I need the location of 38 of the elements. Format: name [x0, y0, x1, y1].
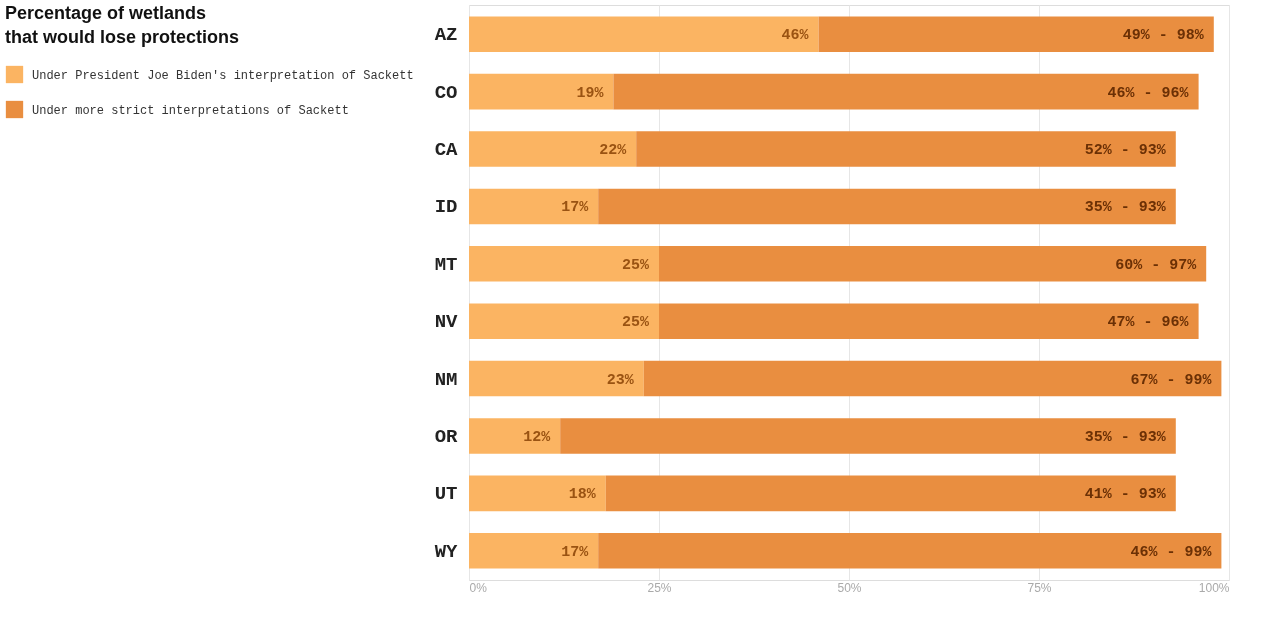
y-tick-label: NV — [434, 311, 459, 334]
legend-label: Under President Joe Biden's interpretation of Sackett — [32, 68, 414, 83]
data-label: 17% — [561, 199, 590, 217]
x-tick-label: 25% — [647, 580, 672, 595]
annotation: 49% - 98% — [1122, 27, 1205, 45]
x-tick-label: 75% — [1027, 580, 1052, 595]
legend-title: Percentage of wetlands that would lose protections — [5, 3, 240, 47]
data-label: 25% — [621, 314, 650, 332]
legend-label: Under more strict interpretations of Sackett — [32, 103, 349, 118]
annotation: 60% - 97% — [1115, 256, 1198, 274]
y-tick-label: AZ — [434, 24, 458, 47]
y-tick-label: CO — [434, 81, 458, 104]
data-label: 22% — [599, 142, 628, 160]
data-label: 18% — [568, 486, 597, 504]
data-label: 19% — [576, 84, 605, 102]
data-label: 17% — [561, 543, 590, 561]
x-tick-label: 0% — [469, 580, 488, 595]
annotation: 52% - 93% — [1084, 142, 1167, 160]
annotation: 46% - 96% — [1107, 84, 1190, 102]
annotation: 46% - 99% — [1130, 543, 1213, 561]
data-label: 23% — [606, 371, 635, 389]
y-tick-label: CA — [434, 139, 459, 162]
data-label: 25% — [621, 256, 650, 274]
annotation: 35% - 93% — [1084, 428, 1167, 446]
annotation: 35% - 93% — [1084, 199, 1167, 217]
data-label: 46% — [781, 27, 810, 45]
annotation: 41% - 93% — [1084, 486, 1167, 504]
y-tick-label: WY — [434, 540, 459, 563]
y-tick-label: UT — [434, 483, 458, 506]
y-tick-label: OR — [434, 425, 459, 448]
annotation: 47% - 96% — [1107, 314, 1190, 332]
y-tick-label: ID — [434, 196, 458, 219]
x-tick-label: 100% — [1198, 580, 1230, 595]
y-tick-label: NM — [434, 368, 458, 391]
data-label: 12% — [523, 428, 552, 446]
x-tick-label: 50% — [837, 580, 862, 595]
annotation: 67% - 99% — [1130, 371, 1213, 389]
y-tick-label: MT — [434, 253, 458, 276]
